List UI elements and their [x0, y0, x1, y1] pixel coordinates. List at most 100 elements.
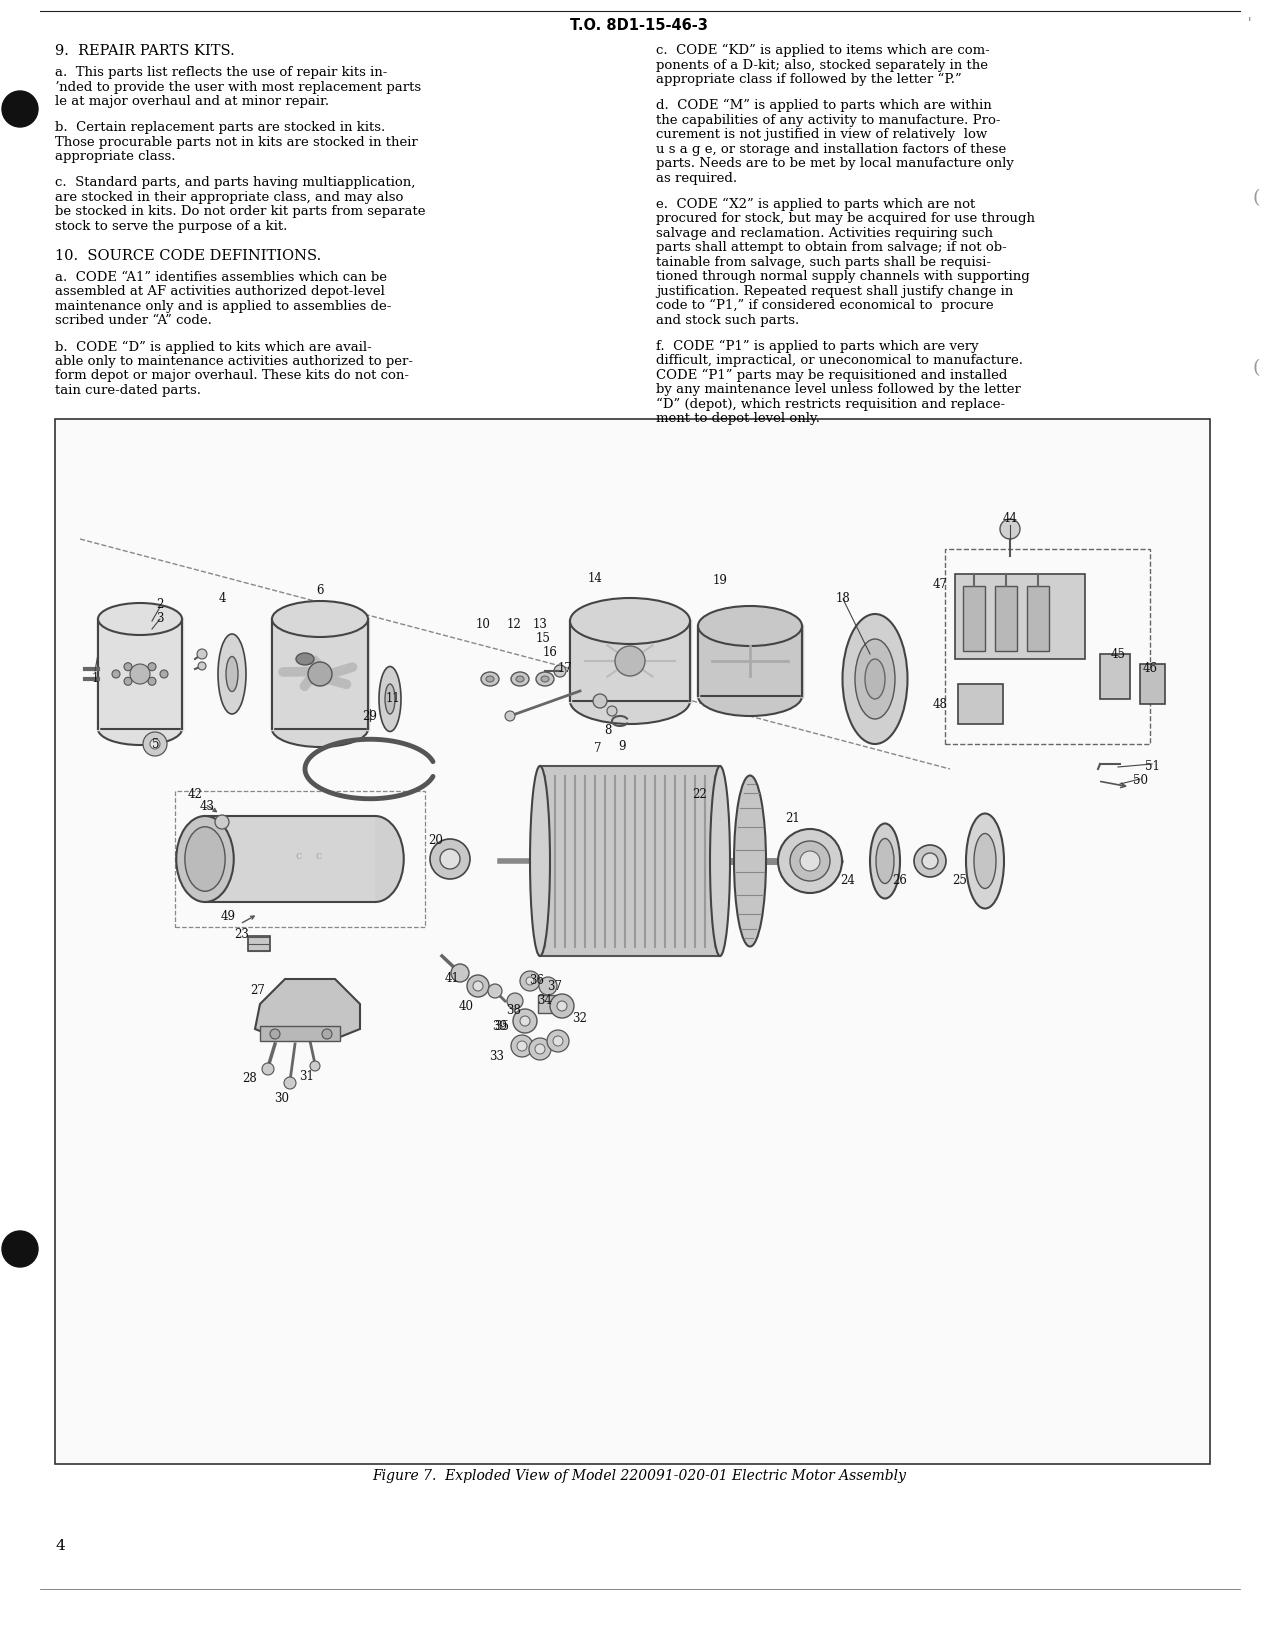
Text: 41: 41 [445, 972, 459, 985]
Text: 8: 8 [604, 724, 611, 738]
Text: Those procurable parts not in kits are stocked in their: Those procurable parts not in kits are s… [55, 136, 418, 149]
Text: 15: 15 [536, 633, 550, 646]
Bar [175, 792, 425, 928]
Circle shape [310, 1060, 320, 1070]
Ellipse shape [975, 834, 996, 888]
Text: by any maintenance level unless followed by the letter: by any maintenance level unless followed… [656, 384, 1021, 397]
Text: parts shall attempt to obtain from salvage; if not ob-: parts shall attempt to obtain from salva… [656, 241, 1007, 254]
Ellipse shape [295, 652, 315, 665]
Text: 7: 7 [595, 742, 601, 756]
Bar [538, 995, 560, 1013]
Text: tioned through normal supply channels with supporting: tioned through normal supply channels wi… [656, 270, 1030, 284]
Ellipse shape [185, 826, 225, 892]
Text: 10.  SOURCE CODE DEFINITIONS.: 10. SOURCE CODE DEFINITIONS. [55, 249, 321, 262]
Polygon shape [255, 978, 359, 1041]
Circle shape [521, 970, 540, 992]
Text: maintenance only and is applied to assemblies de-: maintenance only and is applied to assem… [55, 300, 391, 313]
Text: 49: 49 [220, 911, 235, 923]
FancyArrowPatch shape [1101, 782, 1126, 787]
Circle shape [430, 839, 469, 879]
Text: 35: 35 [495, 1021, 509, 1034]
Text: tainable from salvage, such parts shall be requisi-: tainable from salvage, such parts shall … [656, 256, 991, 269]
Bar [963, 587, 985, 651]
Text: 42: 42 [188, 787, 202, 800]
Ellipse shape [865, 659, 885, 698]
Circle shape [124, 677, 132, 685]
Ellipse shape [379, 667, 402, 731]
Ellipse shape [570, 598, 689, 644]
Circle shape [148, 662, 156, 670]
Text: 13: 13 [532, 618, 547, 631]
Text: 6: 6 [316, 585, 324, 598]
Bar [1140, 664, 1165, 705]
Ellipse shape [854, 639, 895, 720]
Ellipse shape [710, 765, 730, 956]
Text: 30: 30 [275, 1093, 289, 1105]
Circle shape [550, 993, 574, 1018]
Circle shape [553, 1036, 563, 1046]
Ellipse shape [876, 839, 894, 883]
Circle shape [284, 1077, 295, 1088]
Ellipse shape [536, 672, 554, 687]
Text: scribed under “A” code.: scribed under “A” code. [55, 315, 212, 328]
Text: 29: 29 [362, 710, 377, 723]
Text: as required.: as required. [656, 172, 737, 185]
Text: 43: 43 [200, 800, 215, 813]
FancyArrowPatch shape [207, 805, 216, 811]
Bar [995, 587, 1017, 651]
Circle shape [914, 846, 946, 877]
Text: “D” (depot), which restricts requisition and replace-: “D” (depot), which restricts requisition… [656, 398, 1005, 411]
Text: 9.  REPAIR PARTS KITS.: 9. REPAIR PARTS KITS. [55, 44, 235, 57]
Text: appropriate class if followed by the letter “P.”: appropriate class if followed by the let… [656, 74, 962, 87]
Text: 31: 31 [299, 1070, 315, 1083]
Text: 4: 4 [219, 593, 226, 605]
Text: 47: 47 [932, 577, 948, 590]
Ellipse shape [481, 672, 499, 687]
Circle shape [113, 670, 120, 679]
Text: u s a g e, or storage and installation factors of these: u s a g e, or storage and installation f… [656, 143, 1007, 156]
Text: Figure 7.  Exploded View of Model 220091-020-01 Electric Motor Assembly: Figure 7. Exploded View of Model 220091-… [372, 1469, 906, 1483]
Text: be stocked in kits. Do not order kit parts from separate: be stocked in kits. Do not order kit par… [55, 205, 426, 218]
Bar [260, 1026, 340, 1041]
FancyArrowPatch shape [304, 679, 311, 687]
Text: are stocked in their appropriate class, and may also: are stocked in their appropriate class, … [55, 190, 403, 203]
Text: f.  CODE “P1” is applied to parts which are very: f. CODE “P1” is applied to parts which a… [656, 339, 978, 352]
Text: CODE “P1” parts may be requisitioned and installed: CODE “P1” parts may be requisitioned and… [656, 369, 1008, 382]
Circle shape [554, 665, 567, 677]
Text: 21: 21 [785, 813, 801, 826]
Text: 9: 9 [618, 741, 625, 754]
Text: 33: 33 [490, 1051, 504, 1064]
Circle shape [270, 1029, 280, 1039]
Text: a.  This parts list reflects the use of repair kits in-: a. This parts list reflects the use of r… [55, 66, 388, 79]
FancyArrowPatch shape [315, 661, 321, 669]
Text: salvage and reclamation. Activities requiring such: salvage and reclamation. Activities requ… [656, 226, 993, 239]
Text: 44: 44 [1003, 513, 1018, 526]
Text: 32: 32 [573, 1013, 587, 1026]
Text: 17: 17 [558, 662, 573, 675]
Bar [1100, 654, 1131, 698]
Text: and stock such parts.: and stock such parts. [656, 313, 799, 326]
Text: 20: 20 [428, 834, 444, 847]
FancyArrowPatch shape [243, 916, 255, 923]
Circle shape [130, 664, 150, 683]
FancyArrowPatch shape [326, 679, 347, 683]
Text: e.  CODE “X2” is applied to parts which are not: e. CODE “X2” is applied to parts which a… [656, 198, 976, 211]
Bar [570, 621, 689, 701]
Text: 51: 51 [1145, 759, 1160, 772]
Circle shape [556, 1001, 567, 1011]
Circle shape [3, 92, 38, 126]
Circle shape [150, 739, 160, 749]
Text: 3: 3 [156, 613, 164, 626]
Text: justification. Repeated request shall justify change in: justification. Repeated request shall ju… [656, 285, 1013, 298]
Circle shape [308, 662, 333, 687]
Ellipse shape [272, 602, 368, 638]
Text: ponents of a D-kit; also, stocked separately in the: ponents of a D-kit; also, stocked separa… [656, 59, 987, 72]
Circle shape [440, 849, 460, 869]
Text: T.O. 8D1-15-46-3: T.O. 8D1-15-46-3 [570, 18, 709, 33]
Bar [205, 816, 375, 901]
Text: ': ' [1248, 16, 1251, 30]
Text: a.  CODE “A1” identifies assemblies which can be: a. CODE “A1” identifies assemblies which… [55, 270, 388, 284]
Circle shape [512, 1034, 533, 1057]
Ellipse shape [570, 679, 689, 724]
Text: c: c [315, 851, 321, 860]
